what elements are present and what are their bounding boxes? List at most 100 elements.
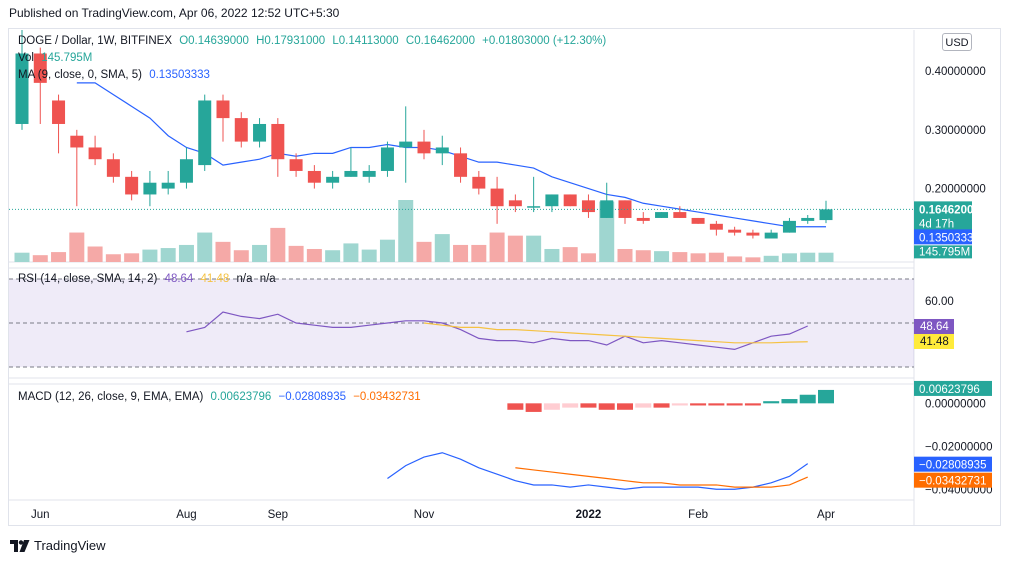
macd-line-label: −0.02808935 bbox=[919, 460, 986, 472]
rsi-value: 48.64 bbox=[164, 273, 194, 285]
volume-bar bbox=[562, 247, 578, 262]
volume-legend: Vol 145.795M bbox=[18, 52, 96, 64]
candle-body bbox=[15, 53, 29, 124]
volume-bar bbox=[32, 255, 48, 262]
time-axis-tick: Aug bbox=[176, 509, 196, 521]
volume-bar bbox=[361, 249, 377, 262]
volume-bar bbox=[252, 244, 268, 262]
symbol-label[interactable]: DOGE / Dollar, 1W, BITFINEX bbox=[18, 35, 173, 47]
candle-body bbox=[344, 170, 358, 177]
volume-bar bbox=[434, 234, 450, 262]
macd-value-label: 0.00623796 bbox=[919, 384, 980, 396]
rsi-sma-line bbox=[423, 322, 808, 344]
volume-bar bbox=[379, 239, 395, 262]
candle-body bbox=[618, 200, 632, 218]
volume-bar bbox=[672, 252, 688, 262]
macd-histogram-bar bbox=[799, 394, 816, 404]
rsi-axis-tick: 60.00 bbox=[925, 296, 954, 308]
volume-bar bbox=[124, 253, 140, 262]
published-caption: Published on TradingView.com, Apr 06, 20… bbox=[9, 6, 340, 20]
candle-body bbox=[764, 232, 778, 239]
volume-bar bbox=[727, 256, 743, 262]
macd-histogram-bar bbox=[598, 403, 615, 410]
tradingview-brand[interactable]: TradingView bbox=[10, 538, 106, 553]
ma-label[interactable]: MA (9, close, 0, SMA, 5) bbox=[18, 69, 142, 81]
macd-histogram-bar bbox=[763, 401, 780, 404]
open-value: O0.14639000 bbox=[179, 35, 249, 47]
macd-signal-line bbox=[515, 467, 808, 488]
candle-body bbox=[709, 223, 723, 230]
macd-histogram-bar bbox=[617, 403, 633, 410]
volume-bar bbox=[288, 245, 304, 262]
macd-histogram-bar bbox=[781, 399, 798, 404]
macd-histogram-bar bbox=[635, 403, 652, 408]
candle-body bbox=[161, 182, 175, 189]
volume-bar bbox=[471, 244, 487, 262]
candle-body bbox=[399, 141, 413, 148]
candle-body bbox=[673, 212, 687, 218]
ma-line bbox=[76, 82, 827, 228]
candle-body bbox=[70, 135, 84, 148]
volume-bar bbox=[708, 252, 724, 262]
candle-body bbox=[581, 200, 595, 213]
candle-body bbox=[307, 170, 321, 183]
macd-histogram-bar bbox=[653, 403, 670, 408]
candle-body bbox=[125, 176, 139, 195]
volume-bar bbox=[416, 241, 432, 262]
macd-axis-tick: −0.02000000 bbox=[925, 441, 992, 453]
macd-histogram-bar bbox=[580, 403, 597, 408]
tradingview-logo-icon bbox=[10, 539, 30, 552]
rsi-label[interactable]: RSI (14, close, SMA, 14, 2) bbox=[18, 273, 158, 285]
candle-body bbox=[253, 123, 267, 142]
volume-bar bbox=[745, 257, 761, 262]
volume-bar bbox=[800, 252, 816, 262]
volume-bar bbox=[617, 248, 633, 262]
macd-histogram-bar bbox=[708, 403, 725, 406]
price-axis-tick: 0.20000000 bbox=[925, 184, 986, 196]
volume-bar bbox=[398, 200, 414, 262]
candle-body bbox=[655, 212, 669, 218]
currency-button[interactable]: USD bbox=[942, 33, 972, 51]
volume-bar bbox=[635, 250, 651, 262]
volume-bar bbox=[270, 227, 286, 262]
volume-label-bg bbox=[914, 245, 972, 259]
time-axis-tick: Jun bbox=[31, 509, 50, 521]
candle-body bbox=[216, 100, 230, 119]
macd-axis-tick: 0.00000000 bbox=[925, 398, 986, 410]
volume-bar bbox=[160, 248, 176, 262]
candle-body bbox=[472, 176, 486, 189]
price-axis-tick: 0.40000000 bbox=[925, 66, 986, 78]
volume-label[interactable]: Vol bbox=[18, 52, 34, 64]
rsi-sma-label: 41.48 bbox=[920, 336, 949, 348]
macd-value-label-bg bbox=[914, 380, 992, 396]
volume-bar bbox=[580, 253, 596, 262]
candle-body bbox=[728, 229, 742, 233]
volume-bar bbox=[489, 232, 505, 262]
macd-signal-label-bg bbox=[914, 472, 992, 488]
volume-bar bbox=[215, 241, 231, 262]
volume-bar bbox=[69, 232, 85, 262]
volume-bar bbox=[105, 254, 121, 262]
close-value: C0.16462000 bbox=[405, 35, 475, 47]
price-axis-tick: 0.30000000 bbox=[925, 125, 986, 137]
volume-bar bbox=[526, 235, 542, 262]
chart-frame[interactable] bbox=[8, 28, 1001, 526]
macd-legend: MACD (12, 26, close, 9, EMA, EMA) 0.0062… bbox=[18, 391, 425, 403]
volume-bar bbox=[178, 244, 194, 262]
macd-label[interactable]: MACD (12, 26, close, 9, EMA, EMA) bbox=[18, 391, 204, 403]
rsi-na-2: n/a bbox=[259, 273, 276, 285]
brand-name: TradingView bbox=[34, 538, 106, 553]
macd-histogram-bar bbox=[525, 403, 542, 412]
candle-body bbox=[819, 209, 833, 221]
macd-line bbox=[387, 452, 809, 490]
macd-line-value: −0.02808935 bbox=[278, 391, 346, 403]
candle-body bbox=[508, 200, 522, 207]
candle-body bbox=[636, 217, 650, 221]
candle-body bbox=[143, 182, 157, 195]
macd-signal-label: −0.03432731 bbox=[919, 476, 986, 488]
rsi-sma-label-bg bbox=[914, 333, 954, 349]
candle-body bbox=[326, 176, 340, 183]
candle-body bbox=[417, 141, 431, 154]
candle-body bbox=[106, 159, 120, 177]
